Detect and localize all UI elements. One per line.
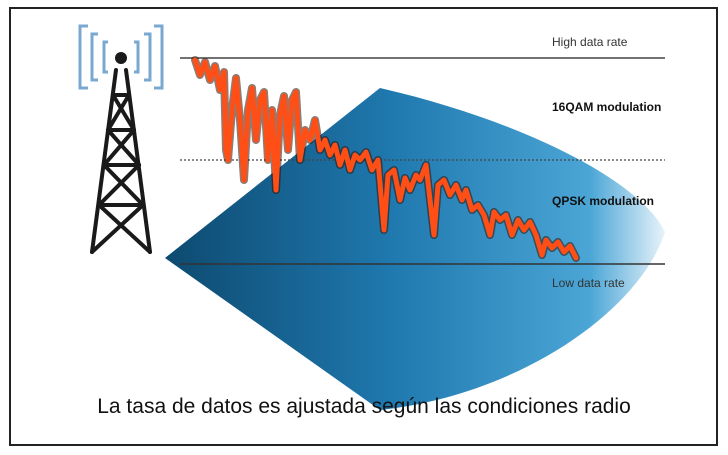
signal-waves-icon — [78, 24, 164, 90]
high-rate-label: High data rate — [552, 35, 628, 49]
radio-tower-icon — [90, 68, 152, 254]
low-rate-label: Low data rate — [552, 276, 625, 290]
16qam-label: 16QAM modulation — [552, 100, 662, 114]
qpsk-label: QPSK modulation — [552, 194, 654, 208]
coverage-beam — [165, 88, 665, 410]
data-rate-curve-fill — [192, 57, 579, 261]
antenna-tip — [115, 52, 127, 64]
slide-caption: La tasa de datos es ajustada según las c… — [97, 395, 631, 418]
